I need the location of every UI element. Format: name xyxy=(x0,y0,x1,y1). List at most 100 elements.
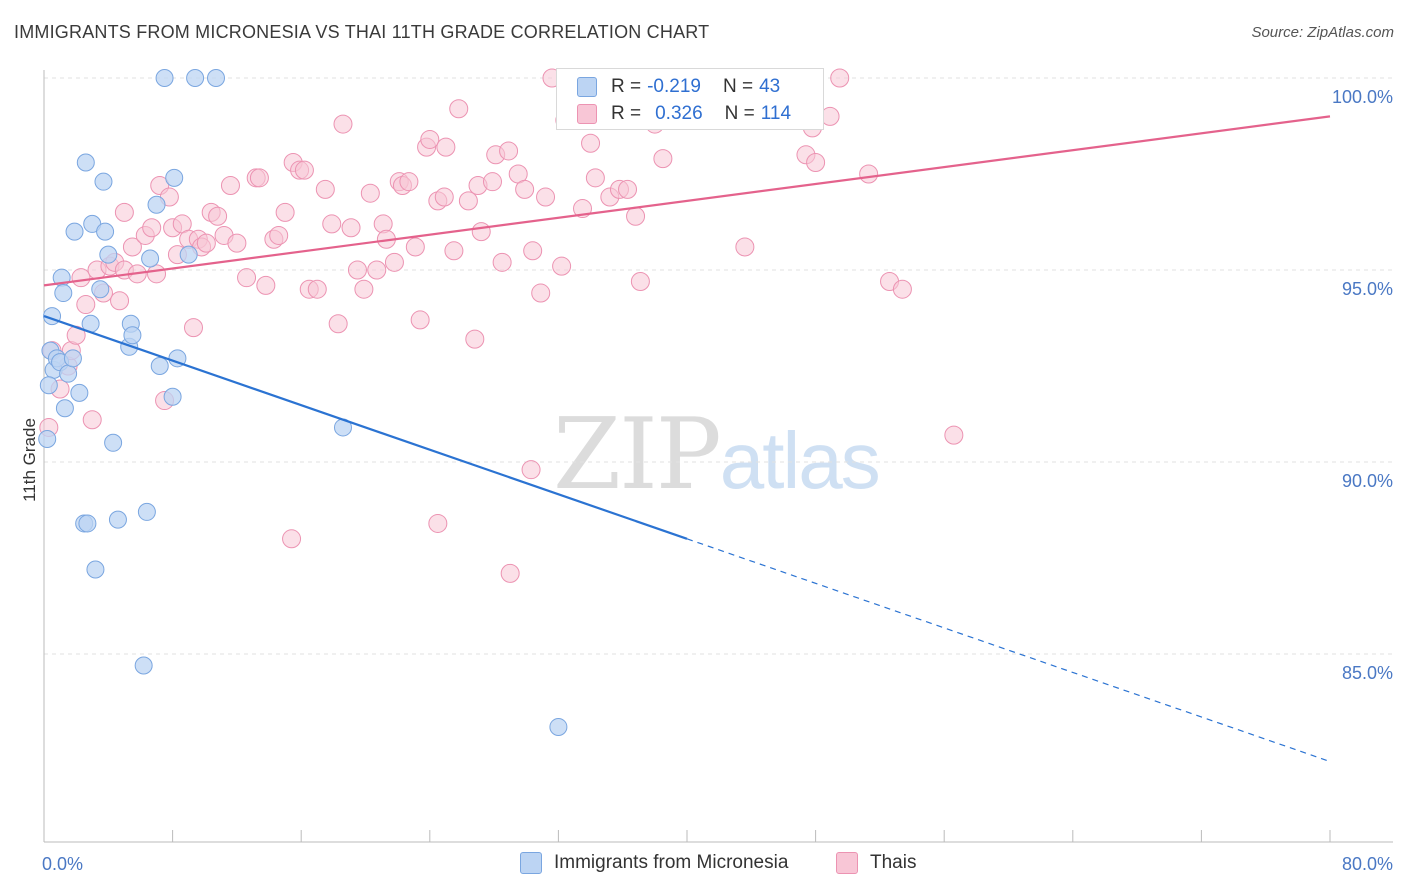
legend-r-label: R = xyxy=(611,76,642,97)
thais-point xyxy=(367,260,387,280)
thais-point xyxy=(420,129,440,149)
thais-point xyxy=(830,68,850,88)
legend-r-label: R = xyxy=(611,103,642,124)
thais-point xyxy=(399,172,419,192)
micronesia-point xyxy=(137,502,156,521)
micronesia-point xyxy=(59,364,78,383)
thais-point xyxy=(465,329,485,349)
thais-point xyxy=(436,137,456,157)
watermark: ZIPatlas xyxy=(553,398,881,512)
thais-point xyxy=(249,168,269,188)
thais-point xyxy=(410,310,430,330)
micronesia-point xyxy=(94,172,113,191)
bottom-legend-swatch-micronesia xyxy=(520,852,542,874)
x-tick-labels: 0.0% 80.0% xyxy=(42,854,1393,874)
y-tick-labels: 85.0% 90.0% 95.0% 100.0% xyxy=(1332,87,1393,683)
micronesia-point xyxy=(91,280,110,299)
micronesia-point xyxy=(549,717,568,736)
y-axis-title: 11th Grade xyxy=(20,418,39,502)
micronesia-point xyxy=(104,433,123,452)
thais-point xyxy=(282,529,302,549)
thais-point xyxy=(806,152,826,172)
thais-point xyxy=(275,202,295,222)
thais-point xyxy=(196,233,216,253)
chart-title: IMMIGRANTS FROM MICRONESIA VS THAI 11TH … xyxy=(14,22,710,42)
x-tick-label: 80.0% xyxy=(1342,854,1393,874)
thais-point xyxy=(626,206,646,226)
thais-trend-line xyxy=(43,115,1331,287)
micronesia-point xyxy=(147,195,166,214)
thais-point xyxy=(256,275,276,295)
micronesia-trend-extension xyxy=(686,538,1331,763)
micronesia-point xyxy=(155,69,174,87)
legend-swatch-thais xyxy=(577,104,597,124)
bottom-legend-thais: Thais xyxy=(836,852,916,874)
axes xyxy=(43,70,1393,843)
micronesia-point xyxy=(150,357,169,375)
grid-lines xyxy=(44,77,1393,655)
micronesia-point xyxy=(55,399,74,418)
thais-point xyxy=(653,149,673,169)
micronesia-point xyxy=(86,560,105,579)
micronesia-point xyxy=(163,387,182,406)
thais-point xyxy=(471,222,491,242)
y-tick-label: 95.0% xyxy=(1342,279,1393,299)
y-tick-label: 90.0% xyxy=(1342,471,1393,491)
thais-point xyxy=(220,176,240,196)
thais-point xyxy=(384,252,404,272)
thais-point xyxy=(237,268,257,288)
watermark-zip: ZIP xyxy=(553,398,722,512)
micronesia-point xyxy=(179,245,198,264)
micronesia-point xyxy=(141,249,160,268)
thais-point xyxy=(458,191,478,211)
thais-point xyxy=(536,187,556,207)
thais-point xyxy=(328,314,348,334)
micronesia-point xyxy=(38,429,57,448)
thais-point xyxy=(482,172,502,192)
thais-point xyxy=(405,237,425,257)
thais-points xyxy=(39,68,964,583)
thais-point xyxy=(892,279,912,299)
thais-point xyxy=(521,460,541,480)
thais-point xyxy=(347,260,367,280)
thais-point xyxy=(944,425,964,445)
thais-point xyxy=(110,291,130,311)
source-label: Source: ZipAtlas.com xyxy=(1251,24,1394,41)
trend-lines xyxy=(43,115,1331,763)
thais-point xyxy=(523,241,543,261)
micronesia-point xyxy=(78,514,97,533)
thais-point xyxy=(500,563,520,583)
watermark-atlas: atlas xyxy=(719,416,881,505)
thais-point xyxy=(630,272,650,292)
micronesia-point xyxy=(165,168,184,187)
thais-point xyxy=(492,252,512,272)
bottom-legend-micronesia: Immigrants from Micronesia xyxy=(520,852,788,874)
y-tick-label: 100.0% xyxy=(1332,87,1393,107)
thais-point xyxy=(76,295,96,315)
legend-r-value: 0.326 xyxy=(655,103,703,124)
legend-row-thais: R = 0.326 N = 114 xyxy=(577,102,791,126)
micronesia-point xyxy=(39,376,58,395)
thais-point xyxy=(294,160,314,180)
bottom-legend-label: Immigrants from Micronesia xyxy=(554,852,789,873)
bottom-legend-swatch-thais xyxy=(836,852,858,874)
legend-row-micronesia: R = -0.219 N = 43 xyxy=(577,75,780,99)
thais-point xyxy=(122,237,142,257)
micronesia-point xyxy=(134,656,153,675)
thais-point xyxy=(552,256,572,276)
thais-point xyxy=(341,218,361,238)
thais-point xyxy=(322,214,342,234)
thais-point xyxy=(307,279,327,299)
micronesia-point xyxy=(96,222,115,241)
thais-point xyxy=(147,264,167,284)
legend: R = -0.219 N = 43 R = 0.326 N = 114 xyxy=(556,68,824,130)
thais-point xyxy=(449,99,469,119)
thais-point xyxy=(269,225,289,245)
micronesia-point xyxy=(108,510,127,529)
thais-point xyxy=(333,114,353,134)
thais-point xyxy=(499,141,519,161)
thais-point xyxy=(71,268,91,288)
micronesia-point xyxy=(123,326,142,345)
thais-point xyxy=(315,179,335,199)
